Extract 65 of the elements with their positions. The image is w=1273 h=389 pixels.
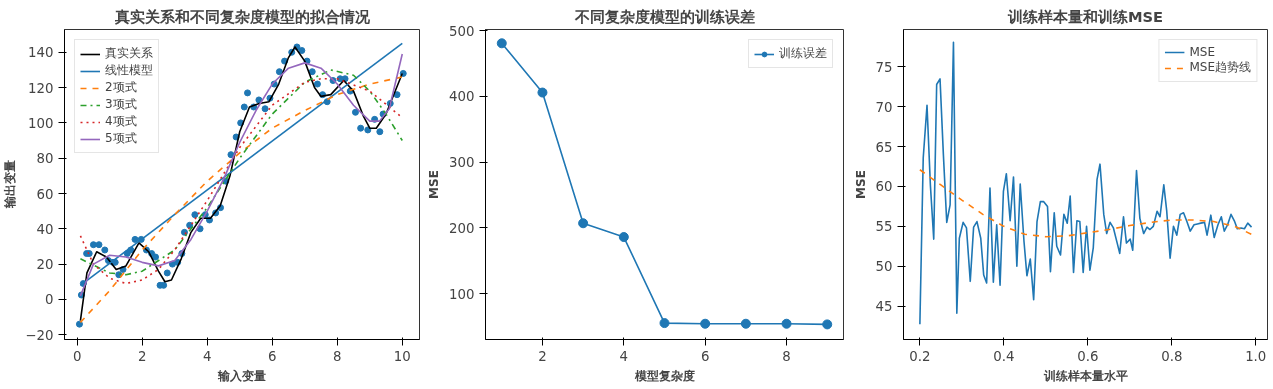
- point: [578, 218, 589, 229]
- x-tick-label: 0.2: [909, 348, 931, 364]
- x-tick-label: 0.4: [993, 348, 1015, 364]
- x-axis-title: 输入变量: [217, 368, 266, 383]
- x-tick-label: 6: [700, 348, 710, 364]
- legend-label: 训练误差: [779, 45, 827, 62]
- y-tick-label: 55: [875, 219, 893, 235]
- point: [659, 318, 670, 329]
- y-tick-label: 45: [875, 299, 893, 315]
- y-tick-label: 0: [45, 292, 54, 308]
- x-tick-label: 0.6: [1077, 348, 1099, 364]
- y-axis-title: MSE: [427, 170, 442, 199]
- x-tick-label: 4: [202, 348, 212, 364]
- x-tick-label: 4: [619, 348, 629, 364]
- y-tick-label: 140: [28, 45, 54, 61]
- y-tick-label: 80: [36, 151, 54, 167]
- x-tick-label: 6: [267, 348, 277, 364]
- y-tick-label: 75: [875, 59, 893, 75]
- y-axis-title: 输出变量: [3, 160, 18, 210]
- y-tick-label: 70: [875, 99, 893, 115]
- legend-label: MSE趋势线: [1189, 59, 1251, 76]
- y-tick-label: −20: [25, 327, 54, 343]
- x-tick-label: 0: [72, 348, 82, 364]
- legend-label: 3项式: [105, 96, 137, 113]
- y-tick-label: 100: [449, 286, 475, 302]
- legend-label: 4项式: [105, 113, 137, 130]
- point: [496, 38, 507, 49]
- point: [740, 318, 751, 329]
- x-tick-label: 0.8: [1161, 348, 1183, 364]
- line-series: [919, 168, 1253, 238]
- chart-title: 训练样本量和训练MSE: [1006, 7, 1164, 25]
- point: [537, 87, 548, 98]
- y-tick-label: 300: [449, 155, 475, 171]
- y-tick-label: 20: [36, 257, 54, 273]
- point: [822, 319, 833, 330]
- line-series: [919, 41, 1253, 326]
- x-axis-title: 训练样本量水平: [1042, 368, 1128, 383]
- x-tick-label: 2: [137, 348, 147, 364]
- y-tick-label: 200: [449, 220, 475, 236]
- y-tick-label: 65: [875, 139, 893, 155]
- chart-title: 不同复杂度模型的训练误差: [573, 7, 755, 25]
- y-tick-label: 40: [36, 221, 54, 237]
- y-tick-label: 100: [28, 115, 54, 131]
- x-tick-label: 1.0: [1245, 348, 1267, 364]
- legend-label: 5项式: [105, 130, 137, 147]
- legend-label: 线性模型: [105, 62, 153, 79]
- point: [618, 232, 629, 243]
- x-axis-title: 模型复杂度: [633, 368, 695, 383]
- y-axis-title: MSE: [853, 170, 868, 199]
- legend-label: 2项式: [105, 79, 137, 96]
- y-tick-label: 120: [28, 80, 54, 96]
- x-tick-label: 8: [782, 348, 791, 364]
- x-tick-label: 8: [333, 348, 342, 364]
- chart-title: 真实关系和不同复杂度模型的拟合情况: [113, 7, 371, 25]
- y-tick-label: 50: [875, 259, 893, 275]
- legend-label: MSE: [1189, 45, 1215, 59]
- y-tick-label: 400: [449, 89, 475, 105]
- y-tick-label: 60: [875, 179, 893, 195]
- x-tick-label: 10: [393, 348, 411, 364]
- point: [700, 318, 711, 329]
- point: [781, 318, 792, 329]
- x-tick-label: 2: [538, 348, 547, 364]
- legend-label: 真实关系: [105, 45, 153, 62]
- y-tick-label: 500: [449, 23, 475, 39]
- y-tick-label: 60: [36, 186, 54, 202]
